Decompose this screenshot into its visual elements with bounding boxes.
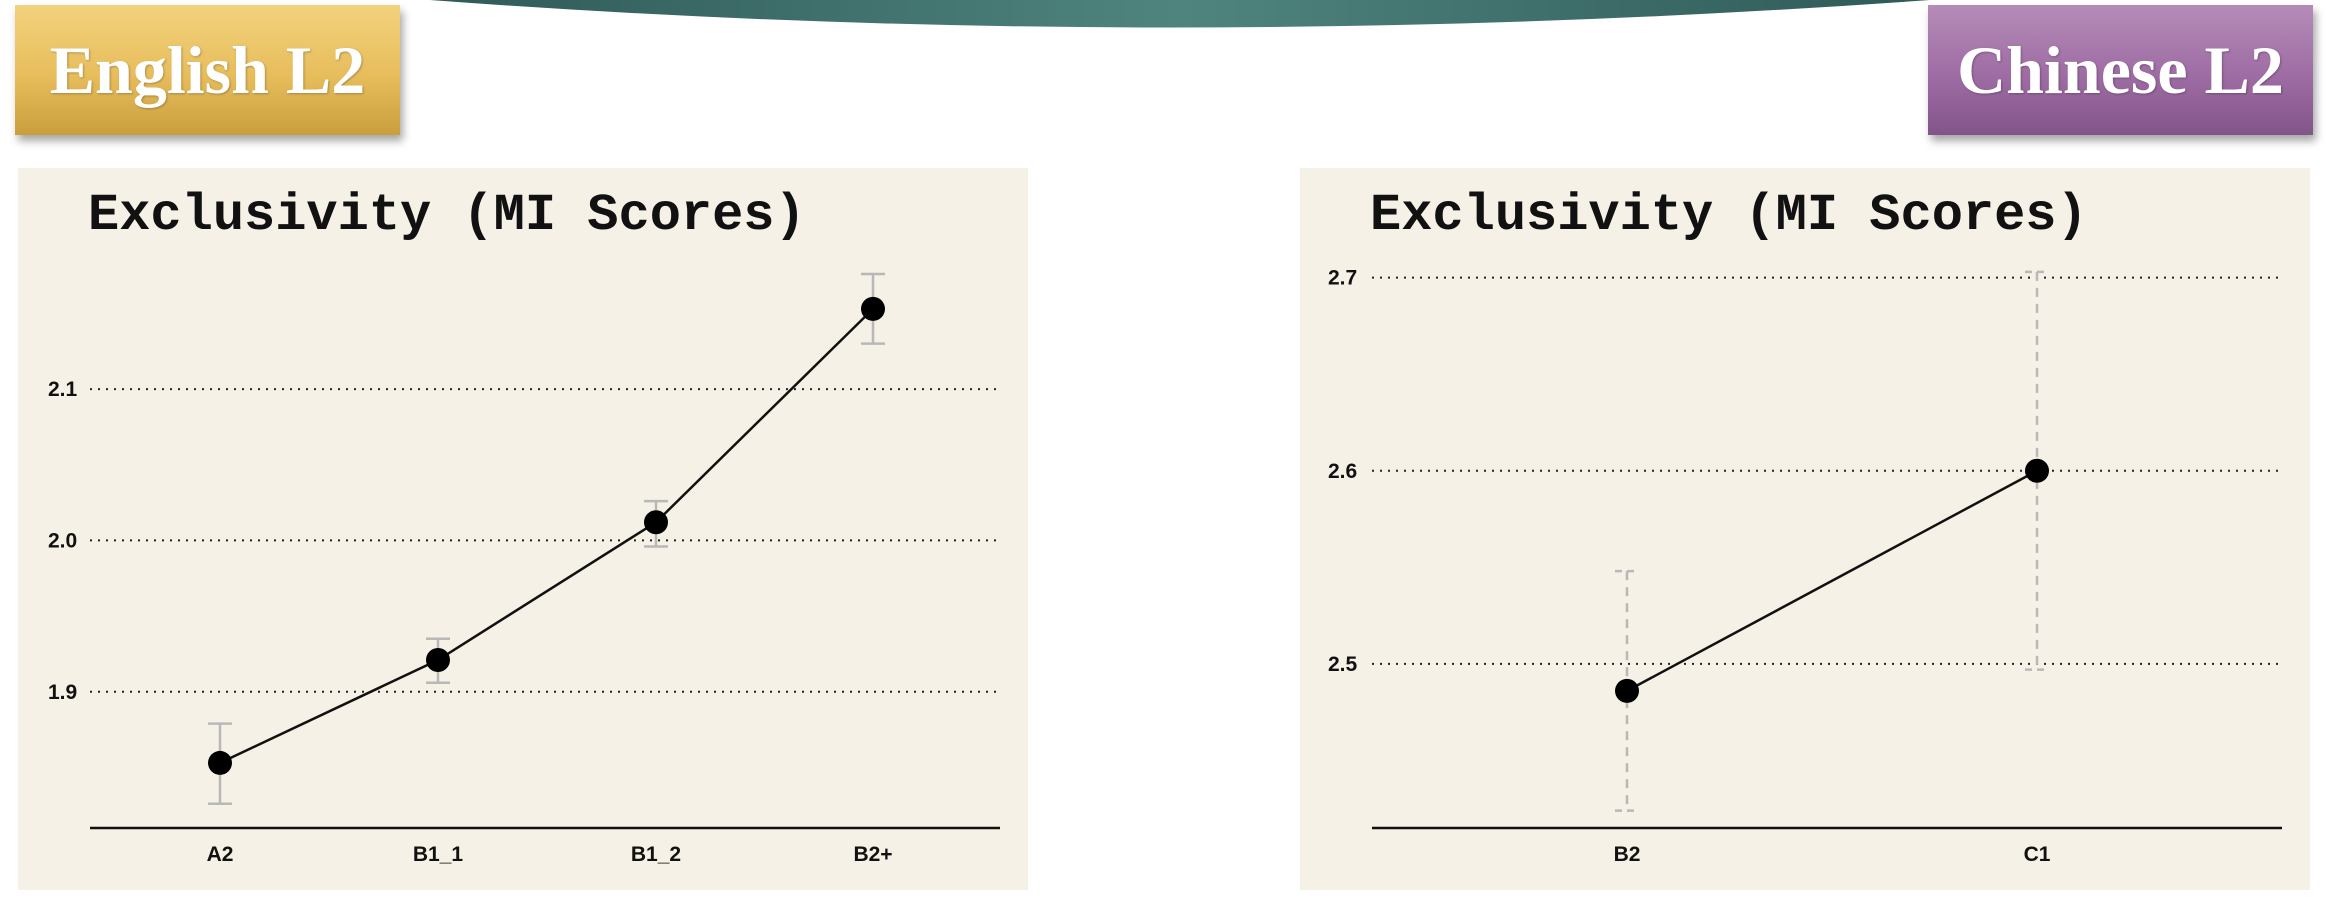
chinese-series-line (1626, 469, 2038, 692)
chinese-x-tick-label: C1 (2024, 843, 2051, 866)
chinese-x-tick-label: B2 (1614, 843, 1641, 866)
english-y-tick-label: 2.1 (48, 378, 78, 401)
english-data-point (861, 296, 885, 321)
chinese-data-point (2025, 458, 2049, 483)
english-l2-label: English L2 (15, 5, 400, 135)
english-chart: 1.9 2.0 2.1 A2 B1_1 B1_2 B2+ (48, 272, 1000, 866)
chinese-chart-title: Exclusivity (MI Scores) (1370, 186, 2088, 245)
english-x-tick-label: B2+ (853, 843, 892, 866)
english-chart-panel: Exclusivity (MI Scores) 1.9 2.0 2.1 A2 B1_1 B… (18, 168, 1028, 890)
english-l2-label-text: English L2 (49, 31, 366, 108)
chinese-y-tick-label: 2.7 (1328, 267, 1357, 290)
english-x-tick-label: B1_2 (631, 843, 681, 866)
english-x-tick-label: A2 (207, 843, 234, 866)
english-series-line (219, 307, 874, 765)
english-data-point (426, 648, 450, 672)
english-y-tick-label: 2.0 (48, 529, 77, 552)
english-y-tick-label: 1.9 (48, 681, 77, 704)
chinese-l2-label-text: Chinese L2 (1957, 31, 2284, 108)
chinese-l2-label: Chinese L2 (1928, 5, 2313, 135)
chinese-y-tick-label: 2.6 (1328, 460, 1357, 483)
english-x-tick-label: B1_1 (413, 843, 464, 866)
top-banner (430, 0, 1930, 28)
english-chart-title: Exclusivity (MI Scores) (88, 186, 806, 245)
chinese-data-point (1615, 678, 1639, 703)
english-data-point (644, 510, 668, 535)
chinese-chart-panel: Exclusivity (MI Scores) 2.5 2.6 2.7 B2 C1 (1300, 168, 2310, 890)
chinese-y-tick-label: 2.5 (1328, 653, 1358, 676)
english-data-point (208, 750, 232, 775)
chinese-chart: 2.5 2.6 2.7 B2 C1 (1328, 267, 2282, 866)
